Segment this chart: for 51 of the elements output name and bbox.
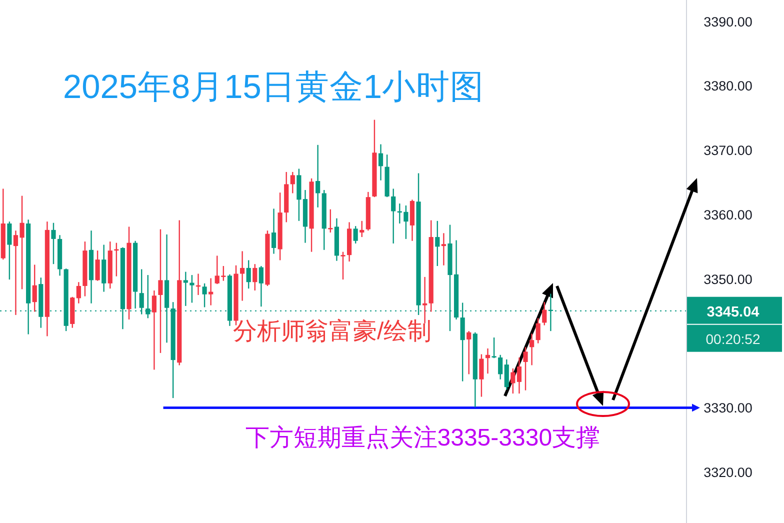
y-tick-label: 3330.00 (704, 400, 752, 416)
candlestick (391, 188, 396, 244)
candlestick (271, 208, 276, 254)
ref-line-label: 下方短期重点关注3335-3330支撑 (245, 424, 600, 452)
candlestick (240, 250, 245, 302)
y-tick-label: 3370.00 (704, 143, 752, 158)
candlestick (542, 301, 547, 326)
candlestick (530, 333, 534, 366)
candlestick (183, 271, 188, 307)
text: 00:20:52 (706, 330, 760, 347)
candlestick (523, 346, 528, 391)
candlestick (32, 264, 37, 312)
candlestick (202, 282, 207, 308)
candlestick (340, 251, 346, 280)
y-tick-label: 3360.00 (704, 207, 752, 222)
candlestick (7, 220, 12, 280)
candlestick (102, 244, 106, 292)
y-tick-label: 3350.00 (704, 272, 752, 287)
candlestick (485, 348, 490, 374)
candlestick (76, 282, 81, 304)
candlestick (158, 228, 163, 354)
candlestick (152, 290, 156, 370)
y-tick-label: 3380.00 (704, 78, 752, 94)
candlestick (516, 356, 522, 394)
text: 2025年8月15日黄金1小时图 (63, 69, 484, 106)
y-tick-label: 3390.00 (704, 14, 752, 30)
candlestick (51, 222, 56, 265)
candlestick (378, 144, 384, 181)
candlestick (536, 318, 540, 344)
candlestick (258, 265, 264, 308)
candlestick (435, 220, 440, 267)
candlestick (208, 278, 214, 306)
candlestick (246, 260, 251, 290)
candlestick (510, 368, 516, 394)
candlestick (252, 263, 258, 292)
candlestick (95, 250, 100, 282)
candlestick (316, 144, 320, 208)
candlestick (504, 358, 509, 390)
y-tick-label: 3320.00 (704, 465, 752, 480)
candlestick (190, 274, 194, 304)
candlestick (492, 336, 496, 359)
candlestick (441, 232, 446, 266)
annotation: 分析师翁富豪/绘制 (233, 318, 432, 345)
candlestick (353, 225, 358, 244)
ref-line-label: 3345.04 (706, 304, 760, 320)
candlestick (498, 354, 503, 380)
candlestick (328, 208, 333, 234)
candlestick (466, 330, 472, 375)
candlestick (479, 354, 484, 398)
candlestick (290, 171, 295, 194)
candlestick (360, 220, 364, 238)
